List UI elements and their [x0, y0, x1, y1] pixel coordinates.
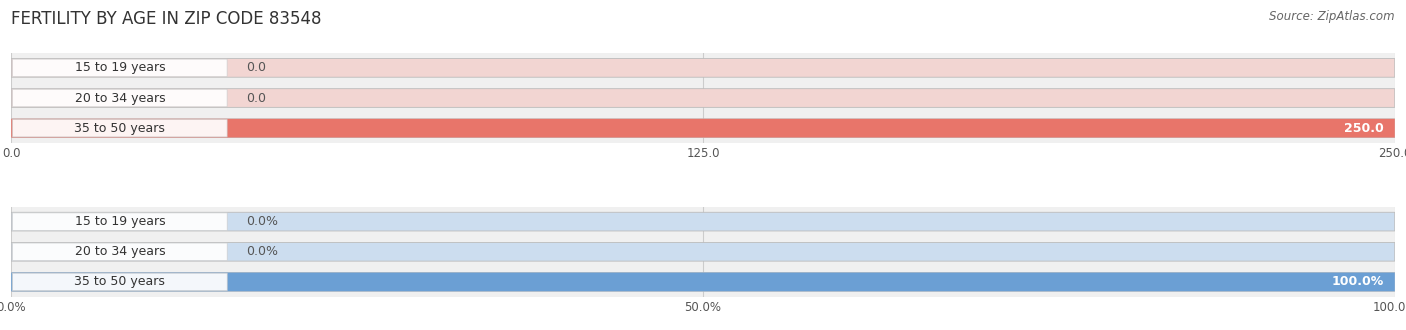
FancyBboxPatch shape — [11, 89, 1395, 107]
Text: 20 to 34 years: 20 to 34 years — [75, 91, 165, 105]
Text: 100.0%: 100.0% — [1331, 276, 1384, 288]
Text: FERTILITY BY AGE IN ZIP CODE 83548: FERTILITY BY AGE IN ZIP CODE 83548 — [11, 10, 322, 28]
FancyBboxPatch shape — [13, 59, 228, 77]
FancyBboxPatch shape — [13, 119, 228, 137]
Text: Source: ZipAtlas.com: Source: ZipAtlas.com — [1270, 10, 1395, 23]
FancyBboxPatch shape — [13, 243, 228, 260]
FancyBboxPatch shape — [13, 273, 228, 291]
Text: 0.0%: 0.0% — [246, 245, 278, 258]
Text: 35 to 50 years: 35 to 50 years — [75, 276, 166, 288]
Text: 20 to 34 years: 20 to 34 years — [75, 245, 165, 258]
FancyBboxPatch shape — [11, 243, 1395, 261]
FancyBboxPatch shape — [11, 119, 1395, 138]
Text: 15 to 19 years: 15 to 19 years — [75, 215, 165, 228]
FancyBboxPatch shape — [13, 213, 228, 230]
Text: 0.0: 0.0 — [246, 61, 267, 74]
FancyBboxPatch shape — [13, 89, 228, 107]
Text: 0.0: 0.0 — [246, 91, 267, 105]
Text: 15 to 19 years: 15 to 19 years — [75, 61, 165, 74]
Text: 0.0%: 0.0% — [246, 215, 278, 228]
FancyBboxPatch shape — [11, 212, 1395, 231]
FancyBboxPatch shape — [11, 58, 1395, 77]
Text: 250.0: 250.0 — [1344, 122, 1384, 135]
FancyBboxPatch shape — [11, 119, 1395, 138]
Text: 35 to 50 years: 35 to 50 years — [75, 122, 166, 135]
FancyBboxPatch shape — [11, 273, 1395, 291]
FancyBboxPatch shape — [11, 273, 1395, 291]
